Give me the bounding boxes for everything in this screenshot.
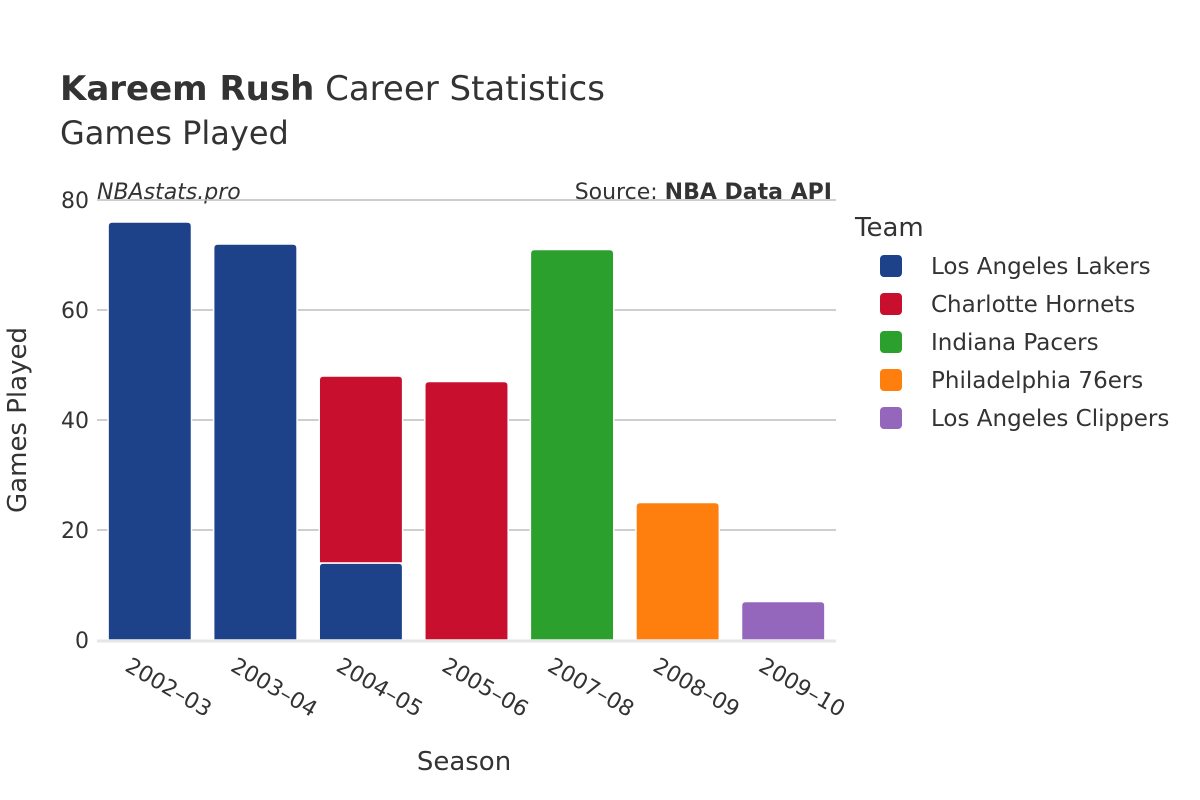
y-tick-label: 20 <box>61 519 89 544</box>
bars <box>97 221 836 643</box>
y-axis-ticks: 0 20 40 60 80 <box>61 189 89 654</box>
x-tick-label: 2003–04 <box>226 654 321 723</box>
bar-segment <box>424 380 509 641</box>
x-tick-label: 2004–05 <box>332 654 427 723</box>
y-tick-label: 40 <box>61 409 89 434</box>
bar-segment <box>318 562 404 641</box>
y-tick-label: 60 <box>61 299 89 324</box>
x-axis-title: Season <box>417 747 511 777</box>
y-tick-label: 80 <box>61 189 89 214</box>
y-axis-title: Games Played <box>3 327 33 513</box>
legend: Team Los Angeles Lakers Charlotte Hornets… <box>854 213 1169 432</box>
legend-item-label: Los Angeles Clippers <box>931 406 1169 432</box>
legend-title: Team <box>854 213 924 243</box>
legend-swatch <box>880 293 902 315</box>
source-name: NBA Data API <box>665 180 832 205</box>
legend-item-label: Philadelphia 76ers <box>931 368 1143 394</box>
bar-segment <box>635 501 721 641</box>
title-player-name: Kareem Rush <box>60 69 314 109</box>
legend-item-label: Indiana Pacers <box>931 330 1099 356</box>
bar-segment <box>318 375 404 564</box>
title-rest: Career Statistics <box>314 69 605 109</box>
x-tick-label: 2009–10 <box>754 654 849 723</box>
source-prefix: Source: <box>575 180 665 205</box>
bar-segment <box>529 248 615 641</box>
legend-swatch <box>880 255 902 277</box>
y-tick-label: 0 <box>75 629 89 654</box>
x-tick-label: 2008–09 <box>649 654 744 723</box>
x-tick-label: 2005–06 <box>438 654 533 723</box>
x-axis-ticks: 2002–03 2003–04 2004–05 2005–06 2007–08 2008–… <box>121 654 849 723</box>
chart-subtitle: Games Played <box>60 114 289 152</box>
bar-segment <box>107 221 193 641</box>
legend-swatch <box>880 407 902 429</box>
watermark: NBAstats.pro <box>97 180 241 205</box>
x-tick-label: 2002–03 <box>121 654 216 723</box>
legend-item-label: Charlotte Hornets <box>931 292 1135 318</box>
bar-segment <box>212 243 298 641</box>
legend-swatch <box>880 369 902 391</box>
x-tick-label: 2007–08 <box>543 654 638 723</box>
legend-swatch <box>880 331 902 353</box>
legend-item-label: Los Angeles Lakers <box>931 254 1151 280</box>
source-label: Source: NBA Data API <box>575 180 832 205</box>
chart-title: Kareem Rush Career Statistics <box>60 69 605 109</box>
bar-segment <box>740 600 826 641</box>
